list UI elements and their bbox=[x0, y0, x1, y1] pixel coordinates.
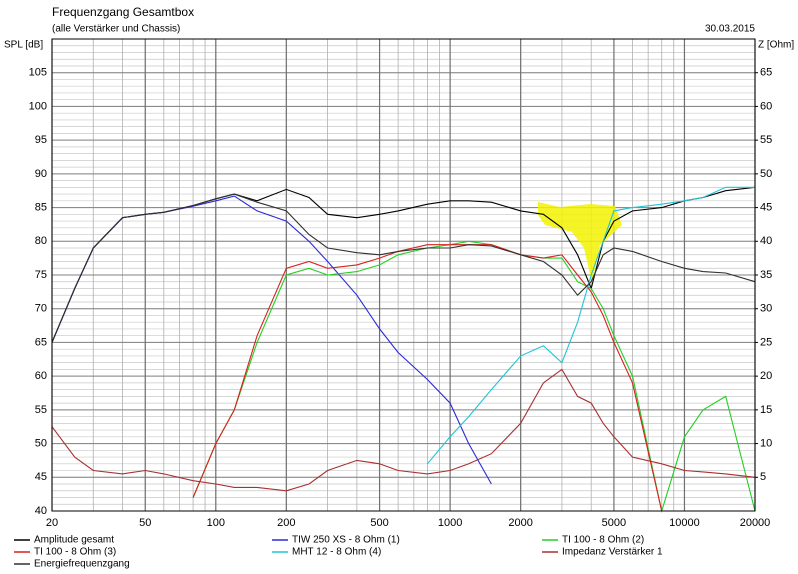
x-tick-label: 500 bbox=[370, 517, 388, 529]
y-axis-label: SPL [dB] bbox=[4, 40, 43, 51]
y2-tick-label: 15 bbox=[760, 404, 772, 416]
y2-tick-label: 55 bbox=[760, 134, 772, 146]
series-line bbox=[51, 193, 756, 343]
legend-label: TIW 250 XS - 8 Ohm (1) bbox=[292, 535, 400, 546]
x-tick-label: 5000 bbox=[602, 517, 626, 529]
y2-tick-label: 10 bbox=[760, 437, 772, 449]
y2-tick-label: 50 bbox=[760, 168, 772, 180]
x-tick-label: 20000 bbox=[740, 517, 771, 529]
y-tick-label: 65 bbox=[35, 336, 47, 348]
y-tick-label: 45 bbox=[35, 471, 47, 483]
y2-tick-label: 25 bbox=[760, 336, 772, 348]
x-tick-label: 1000 bbox=[438, 517, 462, 529]
highlight-marker bbox=[538, 202, 622, 283]
legend-label: TI 100 - 8 Ohm (3) bbox=[34, 547, 116, 558]
x-tick-label: 10000 bbox=[669, 517, 700, 529]
y-tick-label: 105 bbox=[29, 67, 47, 79]
y-tick-label: 75 bbox=[35, 269, 47, 281]
y-tick-label: 85 bbox=[35, 201, 47, 213]
chart-title: Frequenzgang Gesamtbox bbox=[52, 5, 194, 19]
chart-date: 30.03.2015 bbox=[705, 24, 755, 35]
y-tick-label: 100 bbox=[29, 100, 47, 112]
y-tick-label: 90 bbox=[35, 168, 47, 180]
y2-tick-label: 30 bbox=[760, 303, 772, 315]
y2-tick-label: 65 bbox=[760, 67, 772, 79]
legend-label: TI 100 - 8 Ohm (2) bbox=[562, 535, 644, 546]
y-tick-label: 70 bbox=[35, 303, 47, 315]
plot bbox=[51, 186, 756, 514]
x-tick-label: 20 bbox=[46, 517, 58, 529]
series-line bbox=[51, 368, 756, 492]
y2-tick-label: 45 bbox=[760, 201, 772, 213]
y-tick-label: 60 bbox=[35, 370, 47, 382]
y2-tick-label: 40 bbox=[760, 235, 772, 247]
y2-tick-label: 20 bbox=[760, 370, 772, 382]
series-line bbox=[426, 186, 755, 465]
y2-tick-label: 5 bbox=[760, 471, 766, 483]
legend-label: MHT 12 - 8 Ohm (4) bbox=[292, 547, 381, 558]
legend-label: Amplitude gesamt bbox=[34, 535, 114, 546]
y-tick-label: 95 bbox=[35, 134, 47, 146]
x-tick-label: 50 bbox=[139, 517, 151, 529]
y2-axis-label: Z [Ohm] bbox=[758, 40, 794, 51]
y2-tick-label: 60 bbox=[760, 100, 772, 112]
chart-subtitle: (alle Verstärker und Chassis) bbox=[52, 24, 180, 35]
legend-label: Energiefrequenzgang bbox=[34, 559, 130, 570]
series-line bbox=[192, 244, 663, 512]
y2-tick-label: 35 bbox=[760, 269, 772, 281]
x-tick-label: 2000 bbox=[508, 517, 532, 529]
legend-label: Impedanz Verstärker 1 bbox=[562, 547, 663, 558]
y-tick-label: 80 bbox=[35, 235, 47, 247]
x-tick-label: 100 bbox=[207, 517, 225, 529]
y-tick-label: 40 bbox=[35, 505, 47, 517]
x-tick-label: 200 bbox=[277, 517, 295, 529]
y-tick-label: 50 bbox=[35, 437, 47, 449]
y-tick-label: 55 bbox=[35, 404, 47, 416]
